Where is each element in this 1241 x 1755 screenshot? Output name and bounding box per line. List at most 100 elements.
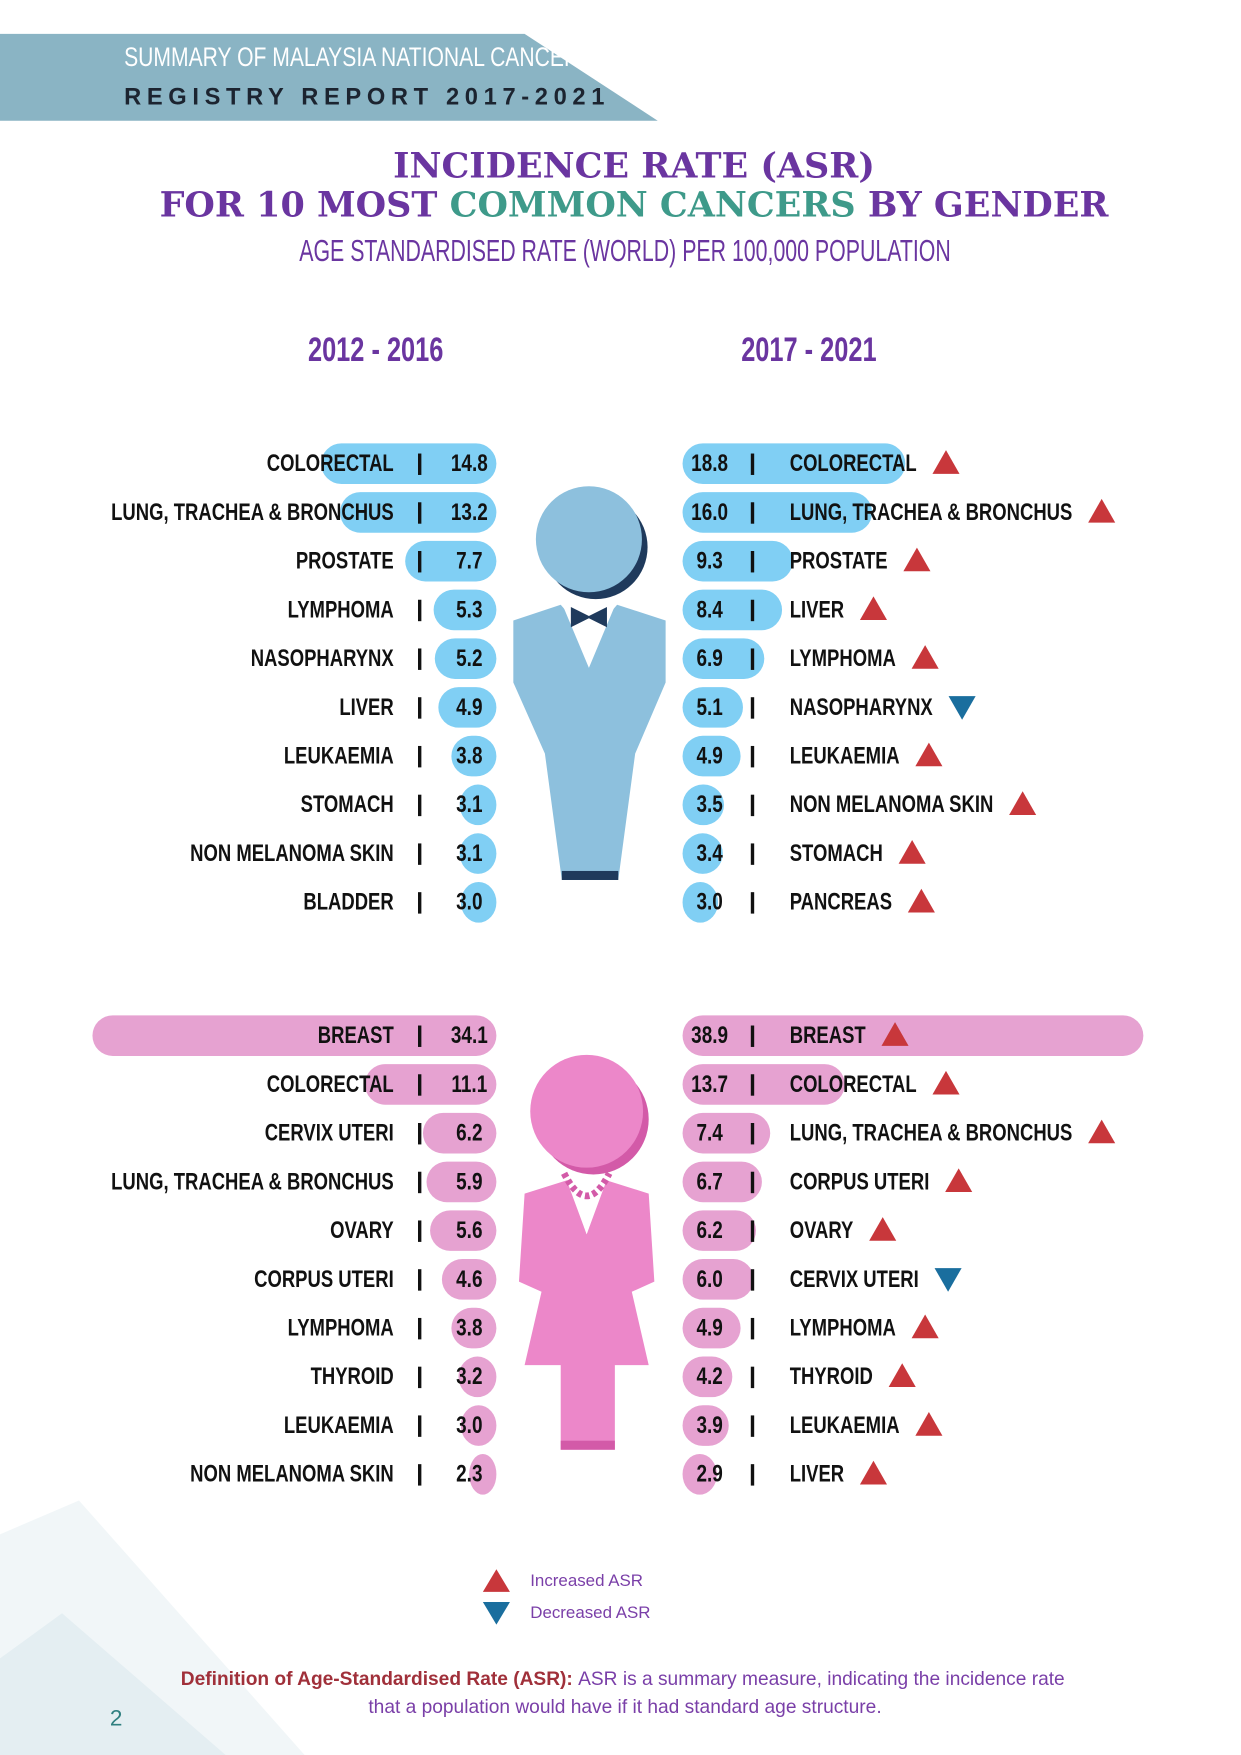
period: 2017 - 2021	[741, 331, 876, 369]
title-part: BY GENDER	[868, 184, 1110, 225]
legend-label: Decreased ASR	[530, 1603, 650, 1622]
bar	[682, 1259, 754, 1300]
bar	[430, 1210, 497, 1251]
bar	[460, 1405, 497, 1446]
bar	[682, 735, 741, 777]
category-label: STOMACH	[301, 792, 394, 818]
value-label: 4.2	[696, 1364, 722, 1390]
bar	[682, 833, 723, 874]
value-label: 11.1	[451, 1072, 487, 1098]
category-label: CORPUS UTERI	[790, 1169, 930, 1195]
bar	[321, 443, 497, 484]
value-label: 3.0	[696, 890, 722, 916]
category-label: LUNG, TRACHEA & BRONCHUS	[111, 500, 394, 526]
trend-up	[1088, 498, 1116, 523]
category-label: LIVER	[790, 1462, 844, 1488]
value-label: 3.0	[456, 890, 482, 916]
value-label: 14.8	[451, 451, 488, 477]
value-label: 4.6	[456, 1267, 482, 1293]
trend-down	[934, 1268, 962, 1292]
category-label: COLORECTAL	[790, 1072, 917, 1098]
value-label: 6.2	[456, 1121, 482, 1147]
value-label: 4.9	[696, 744, 722, 770]
bar	[682, 1454, 717, 1495]
value-label: 3.0	[456, 1413, 482, 1439]
category-label: COLORECTAL	[267, 1072, 394, 1098]
trend-up	[859, 596, 888, 621]
category-label: BREAST	[318, 1023, 394, 1049]
bar	[438, 687, 497, 728]
category-label: CERVIX UTERI	[790, 1267, 919, 1293]
legend-label: Increased ASR	[530, 1571, 643, 1590]
category-label: PROSTATE	[790, 549, 888, 575]
trend-up	[888, 1363, 916, 1387]
category-label: THYROID	[311, 1364, 394, 1390]
category-label: LUNG, TRACHEA & BRONCHUS	[790, 1121, 1073, 1147]
value-label: 2.3	[456, 1462, 482, 1488]
trend-up	[915, 742, 943, 767]
category-label: LUNG, TRACHEA & BRONCHUS	[790, 500, 1073, 526]
value-label: 5.2	[456, 646, 482, 672]
value-label: 6.7	[696, 1169, 722, 1195]
category-label: BREAST	[790, 1023, 866, 1049]
bar	[682, 1015, 1144, 1056]
category-label: LEUKAEMIA	[790, 1413, 900, 1439]
trend-up	[881, 1022, 909, 1046]
trend-up	[932, 1070, 960, 1095]
category-label: LIVER	[339, 695, 393, 721]
bar	[460, 882, 497, 923]
bar	[451, 1307, 497, 1349]
male-figure	[513, 486, 666, 880]
value-label: 6.0	[696, 1267, 722, 1293]
trend-up	[1009, 791, 1037, 815]
bar	[405, 540, 497, 582]
value-label: 2.9	[696, 1462, 722, 1488]
trend-up	[911, 1314, 939, 1339]
bar	[433, 589, 497, 631]
legend-symbol	[482, 1569, 510, 1592]
title-part: COMMON CANCERS	[450, 184, 856, 225]
category-label: BLADDER	[303, 890, 393, 916]
title: FOR 10 MOST COMMON CANCERS BY GENDER	[160, 184, 1110, 225]
bar	[434, 638, 497, 679]
value-label: 3.5	[696, 792, 722, 818]
value-label: 34.1	[451, 1023, 488, 1049]
value-label: 3.1	[456, 792, 482, 818]
category-label: LEUKAEMIA	[790, 744, 900, 770]
header-line: SUMMARY OF MALAYSIA NATIONAL CANCER	[124, 41, 579, 72]
bar	[682, 1112, 771, 1154]
category-label: NASOPHARYNX	[790, 695, 933, 721]
title-part: FOR 10 MOST	[160, 184, 438, 225]
value-label: 7.4	[696, 1121, 723, 1147]
bar	[682, 1064, 845, 1105]
trend-up	[1088, 1119, 1116, 1144]
trend-up	[859, 1460, 888, 1485]
category-label: COLORECTAL	[267, 451, 394, 477]
bar	[422, 1112, 497, 1154]
category-label: COLORECTAL	[790, 451, 917, 477]
period: 2012 - 2016	[308, 331, 443, 369]
bar	[682, 1307, 741, 1349]
header-band	[0, 33, 658, 121]
bar	[682, 443, 906, 484]
value-label: 38.9	[691, 1023, 728, 1049]
trend-up	[903, 547, 931, 572]
value-label: 5.1	[696, 695, 722, 721]
category-label: LYMPHOMA	[790, 646, 896, 672]
definition: Definition of Age-Standardised Rate (ASR…	[181, 1669, 1065, 1690]
trend-up	[911, 645, 939, 669]
value-label: 18.8	[691, 451, 728, 477]
bar	[364, 1064, 497, 1105]
category-label: NASOPHARYNX	[251, 646, 394, 672]
bar	[682, 589, 783, 631]
category-label: CORPUS UTERI	[254, 1267, 394, 1293]
bar	[682, 492, 873, 533]
definition-label: Definition of Age-Standardised Rate (ASR…	[181, 1669, 573, 1690]
value-label: 3.4	[696, 841, 723, 867]
value-label: 5.3	[456, 597, 482, 623]
category-label: LYMPHOMA	[288, 1315, 394, 1341]
value-label: 16.0	[691, 500, 728, 526]
value-label: 3.2	[456, 1364, 482, 1390]
bar	[682, 882, 719, 923]
